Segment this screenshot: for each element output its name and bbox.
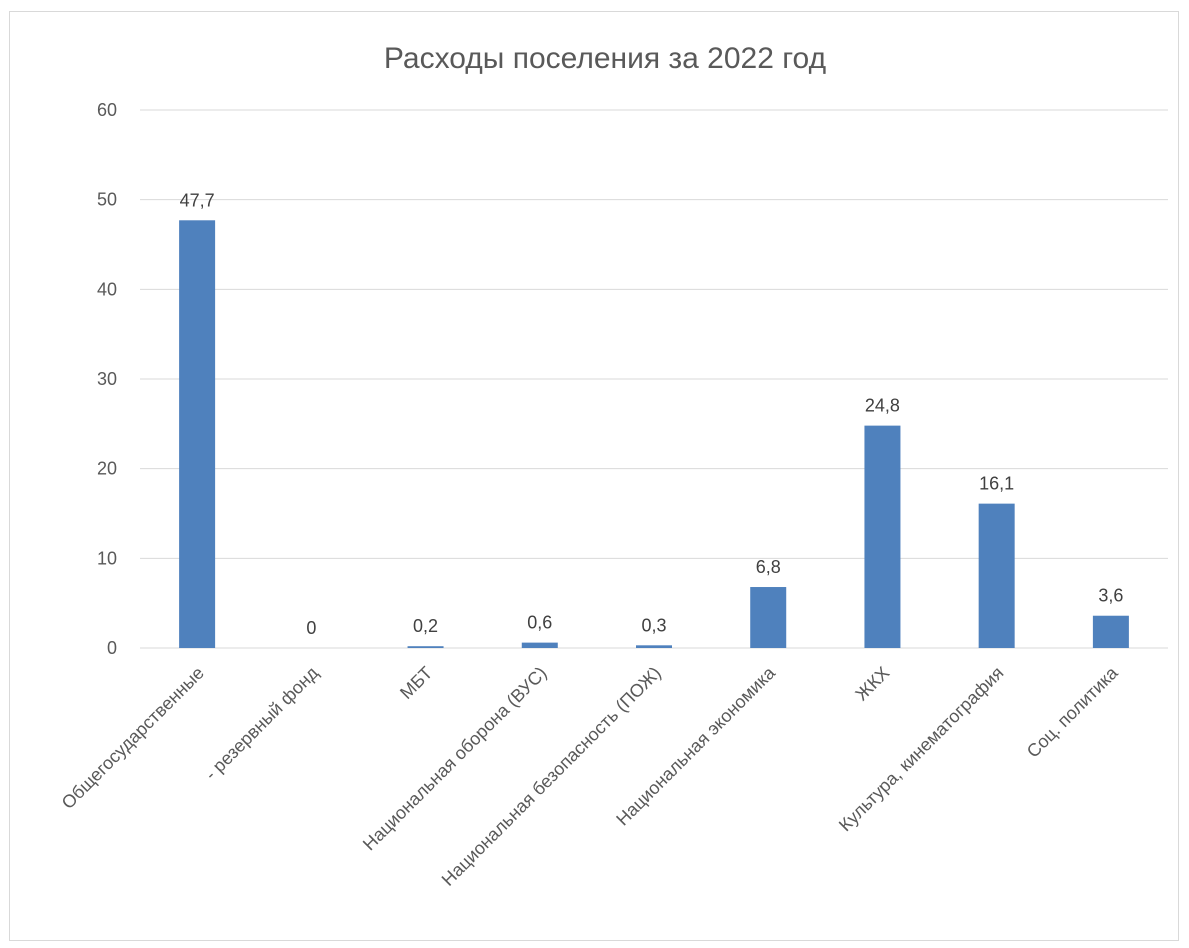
bar <box>750 587 787 648</box>
data-label: 0 <box>306 618 316 638</box>
y-tick-label: 0 <box>107 638 117 658</box>
category-label: ЖКХ <box>851 663 893 705</box>
category-label: Национальная оборона (ВУС) <box>359 663 551 855</box>
data-label: 3,6 <box>1098 586 1123 606</box>
data-label: 0,3 <box>641 615 666 635</box>
category-label: Соц. политика <box>1023 662 1123 762</box>
data-label: 0,6 <box>527 613 552 633</box>
y-tick-label: 20 <box>97 459 117 479</box>
bar <box>636 645 672 648</box>
y-tick-label: 60 <box>97 100 117 120</box>
y-axis-ticks: 0 10 20 30 40 50 60 <box>97 100 117 658</box>
y-tick-label: 30 <box>97 369 117 389</box>
bar <box>978 503 1015 648</box>
data-label: 0,2 <box>413 616 438 636</box>
bar <box>1092 615 1129 648</box>
category-label: - резервный фонд <box>201 662 323 784</box>
chart-title: Расходы поселения за 2022 год <box>384 42 826 75</box>
data-label: 24,8 <box>865 396 900 416</box>
y-tick-label: 10 <box>97 548 117 568</box>
category-label: Национальная безопасность (ПОЖ) <box>438 663 665 890</box>
data-labels: 47,7 0 0,2 0,6 0,3 6,8 24,8 16,1 3,6 <box>180 190 1124 638</box>
category-label: Общегосударственные <box>58 663 208 813</box>
bar <box>864 425 901 648</box>
category-label: МБТ <box>396 663 436 703</box>
bar <box>407 646 444 648</box>
y-tick-label: 50 <box>97 190 117 210</box>
data-label: 47,7 <box>180 190 215 210</box>
bar <box>521 642 558 648</box>
y-tick-label: 40 <box>97 279 117 299</box>
category-labels: Общегосударственные- резервный фонд МБТНа… <box>58 662 1123 890</box>
data-label: 16,1 <box>979 474 1014 494</box>
data-label: 6,8 <box>756 557 781 577</box>
bar <box>179 220 216 649</box>
bars <box>179 220 1129 649</box>
